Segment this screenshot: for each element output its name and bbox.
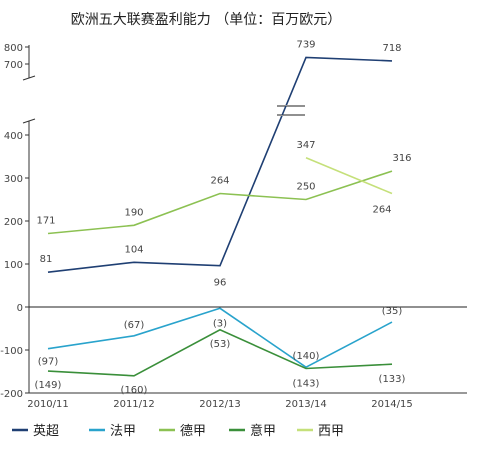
y-axis-break-mark [22,118,36,124]
y-tick-label: 0 [17,303,23,314]
series-line-1 [47,56,393,273]
y-tick-label: -100 [0,346,23,357]
data-label: 96 [214,278,227,289]
legend-label: 法甲 [110,424,136,439]
data-label: (143) [293,378,320,389]
axes: -200 -100 0 100 200 300 400 700 800 2010/11 2011/1… [0,43,467,410]
data-label: (160) [121,385,148,396]
data-label: (140) [293,351,320,362]
data-label: (3) [213,318,227,329]
y-axis-break-mark [22,75,36,81]
data-label: 190 [124,207,143,218]
data-label: 171 [36,215,55,226]
data-label: (133) [379,374,406,385]
x-tick-label: 2011/12 [113,399,155,410]
series-line-5 [305,157,393,195]
legend-label: 西甲 [318,424,344,439]
series-line-1-gap-segment [281,105,287,116]
x-tick-label: 2014/15 [371,399,413,410]
data-labels: 81 104 96 739 718 (97) (67) (3) (140) (35) 171 190 2… [35,39,412,395]
y-tick-label: 300 [4,174,23,185]
data-label: 104 [124,244,143,255]
legend: 英超 法甲 德甲 意甲 西甲 [12,423,344,439]
data-label: (67) [124,320,145,331]
series-layer [47,56,393,377]
legend-label: 德甲 [180,424,206,439]
data-label: 81 [40,254,53,265]
legend-label: 英超 [33,424,59,439]
data-label: (149) [35,380,62,391]
data-label: (97) [38,357,59,368]
data-label: 264 [372,204,391,215]
series-line-2 [47,307,393,369]
data-label: (35) [382,306,403,317]
data-label: 347 [296,140,315,151]
y-tick-label: 400 [4,131,23,142]
data-label: (53) [210,339,231,350]
y-tick-label: 200 [4,217,23,228]
x-tick-label: 2012/13 [199,399,241,410]
x-tick-label: 2013/14 [285,399,327,410]
data-label: 264 [210,175,229,186]
data-label: 739 [296,39,315,50]
series-line-3 [47,170,393,235]
x-tick-label: 2010/11 [27,399,69,410]
data-label: 316 [392,153,411,164]
y-tick-label: 700 [4,60,23,71]
chart-title: 欧洲五大联赛盈利能力 （单位：百万欧元） [71,12,341,28]
data-label: 250 [296,182,315,193]
line-break-gap [277,105,305,116]
y-tick-label: 100 [4,260,23,271]
legend-label: 意甲 [250,423,276,439]
y-tick-label: -200 [0,389,23,400]
series-line-4 [47,328,393,377]
y-tick-label: 800 [4,43,23,54]
data-label: 718 [382,43,401,54]
